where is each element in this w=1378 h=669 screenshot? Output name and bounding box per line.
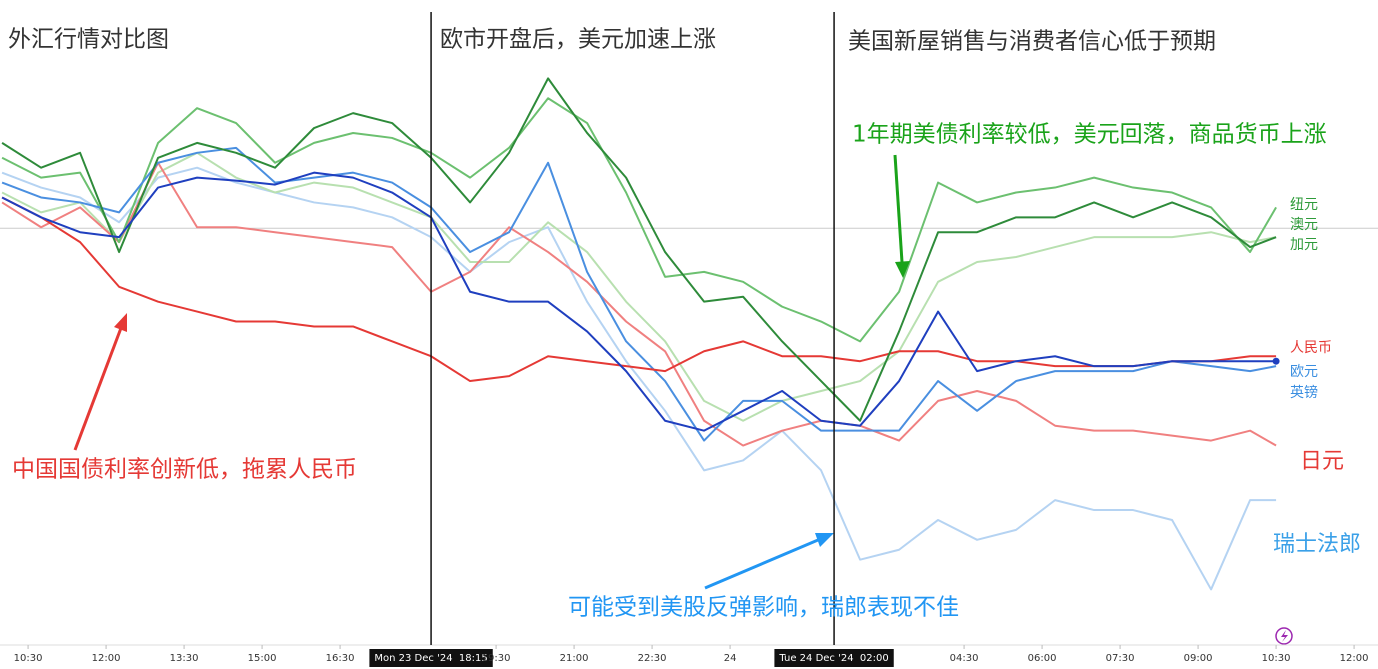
end-point (1272, 357, 1280, 365)
x-tick-label: 19:30 (482, 653, 511, 664)
x-tick-label: 10:30 (1262, 653, 1291, 664)
arrow (704, 538, 819, 590)
x-tick-label: 12:00 (1340, 653, 1369, 664)
section-title: 美国新屋销售与消费者信心低于预期 (848, 29, 1216, 55)
x-tick-highlight (774, 649, 894, 667)
legend-label: 英镑 (1290, 384, 1318, 401)
arrow-head (114, 313, 127, 332)
x-tick-label: 22:30 (638, 653, 667, 664)
arrow-head (895, 261, 910, 278)
series-line (1, 171, 1277, 432)
series-line (1, 196, 1277, 383)
legend-label: 澳元 (1290, 217, 1318, 233)
annotation: 1年期美债利率较低，美元回落，商品货币上涨 (852, 122, 1327, 148)
x-tick-label: 10:30 (14, 653, 43, 664)
x-tick-label: 09:00 (1184, 653, 1213, 664)
series-line (1, 77, 1277, 422)
series-line (1, 161, 1277, 447)
x-tick-label: 04:30 (950, 653, 979, 664)
x-tick-highlight (369, 649, 493, 667)
section-title: 外汇行情对比图 (8, 27, 169, 53)
legend-label: 纽元 (1290, 197, 1318, 213)
series-line (1, 166, 1277, 591)
x-tick-label: 06:00 (1028, 653, 1057, 664)
legend-label: 人民币 (1290, 340, 1332, 356)
x-tick-label: Mon 23 Dec '24 18:15 (374, 653, 487, 664)
icon-glyph (1281, 630, 1288, 642)
annotation: 可能受到美股反弹影响，瑞郎表现不佳 (568, 595, 959, 621)
x-tick-label: 15:00 (248, 653, 277, 664)
x-tick-label: 21:00 (560, 653, 589, 664)
x-tick-label: Tue 24 Dec '24 02:00 (778, 653, 888, 664)
icon[interactable] (1275, 627, 1293, 645)
annotation: 中国国债利率创新低，拖累人民币 (12, 457, 357, 483)
series-line (1, 97, 1277, 343)
x-tick-label: 24 (724, 653, 737, 664)
x-tick-label: 12:00 (92, 653, 121, 664)
legend-label: 日元 (1300, 449, 1344, 474)
legend-label: 加元 (1290, 237, 1318, 253)
series-line (1, 146, 1277, 442)
x-tick-label: 13:30 (170, 653, 199, 664)
arrow-head (815, 533, 834, 547)
series-line (1, 151, 1277, 422)
x-tick-label: 16:30 (326, 653, 355, 664)
arrow (73, 327, 123, 451)
legend-label: 欧元 (1290, 364, 1318, 380)
arrow (893, 154, 904, 263)
x-tick-label: 07:30 (1106, 653, 1135, 664)
annotation-arrows (73, 154, 910, 590)
section-title: 欧市开盘后，美元加速上涨 (440, 27, 716, 53)
legend-label: 瑞士法郎 (1273, 532, 1361, 557)
